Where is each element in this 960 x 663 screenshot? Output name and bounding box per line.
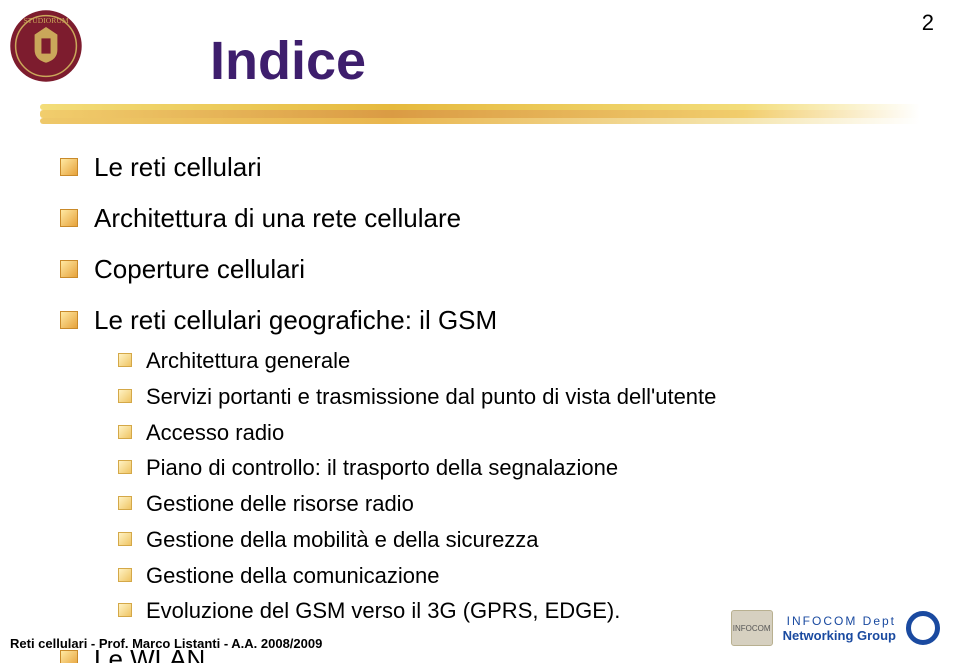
- square-bullet-icon: [118, 568, 132, 582]
- list-item-label: Architettura di una rete cellulare: [94, 203, 461, 233]
- title-divider: [40, 104, 920, 126]
- list-item-label: Gestione della comunicazione: [146, 563, 440, 588]
- list-item-label: Architettura generale: [146, 348, 350, 373]
- square-bullet-icon: [118, 532, 132, 546]
- list-item: Coperture cellulari: [60, 252, 920, 287]
- dept-logo: INFOCOM INFOCOM Dept Networking Group: [690, 607, 940, 649]
- square-bullet-icon: [60, 311, 78, 329]
- ring-icon: [906, 611, 940, 645]
- dept-label-1: INFOCOM Dept: [787, 614, 896, 628]
- list-item: Gestione della mobilità e della sicurezz…: [118, 525, 920, 555]
- square-bullet-icon: [60, 158, 78, 176]
- square-bullet-icon: [60, 209, 78, 227]
- square-bullet-icon: [118, 389, 132, 403]
- list-item: Architettura di una rete cellulare: [60, 201, 920, 236]
- list-item: Architettura generale: [118, 346, 920, 376]
- list-item-label: Accesso radio: [146, 420, 284, 445]
- content-area: Le reti cellulari Architettura di una re…: [60, 150, 920, 663]
- square-bullet-icon: [118, 496, 132, 510]
- dept-label-2: Networking Group: [783, 628, 896, 643]
- list-item-label: Le reti cellulari: [94, 152, 262, 182]
- svg-text:STUDIORUM: STUDIORUM: [23, 16, 68, 25]
- square-bullet-icon: [60, 260, 78, 278]
- slide: STUDIORUM 2 Indice Le reti cellulari Arc…: [0, 0, 960, 663]
- list-item-label: Gestione delle risorse radio: [146, 491, 414, 516]
- page-number: 2: [922, 10, 934, 36]
- infocom-badge-icon: INFOCOM: [731, 610, 773, 646]
- footer-text: Reti cellulari - Prof. Marco Listanti - …: [10, 636, 322, 651]
- list-item-label: Coperture cellulari: [94, 254, 305, 284]
- list-item: Gestione della comunicazione: [118, 561, 920, 591]
- footer: Reti cellulari - Prof. Marco Listanti - …: [10, 615, 950, 655]
- square-bullet-icon: [118, 425, 132, 439]
- list-item: Accesso radio: [118, 418, 920, 448]
- square-bullet-icon: [118, 460, 132, 474]
- list-item-label: Le reti cellulari geografiche: il GSM: [94, 305, 497, 335]
- list-item-label: Piano di controllo: il trasporto della s…: [146, 455, 618, 480]
- list-item-label: Servizi portanti e trasmissione dal punt…: [146, 384, 716, 409]
- list-item: Servizi portanti e trasmissione dal punt…: [118, 382, 920, 412]
- list-item: Le reti cellulari: [60, 150, 920, 185]
- list-item: Gestione delle risorse radio: [118, 489, 920, 519]
- university-seal-icon: STUDIORUM: [8, 8, 84, 84]
- list-item: Piano di controllo: il trasporto della s…: [118, 453, 920, 483]
- square-bullet-icon: [118, 353, 132, 367]
- slide-title: Indice: [210, 30, 366, 92]
- list-item: Le reti cellulari geografiche: il GSM Ar…: [60, 303, 920, 626]
- list-item-label: Gestione della mobilità e della sicurezz…: [146, 527, 539, 552]
